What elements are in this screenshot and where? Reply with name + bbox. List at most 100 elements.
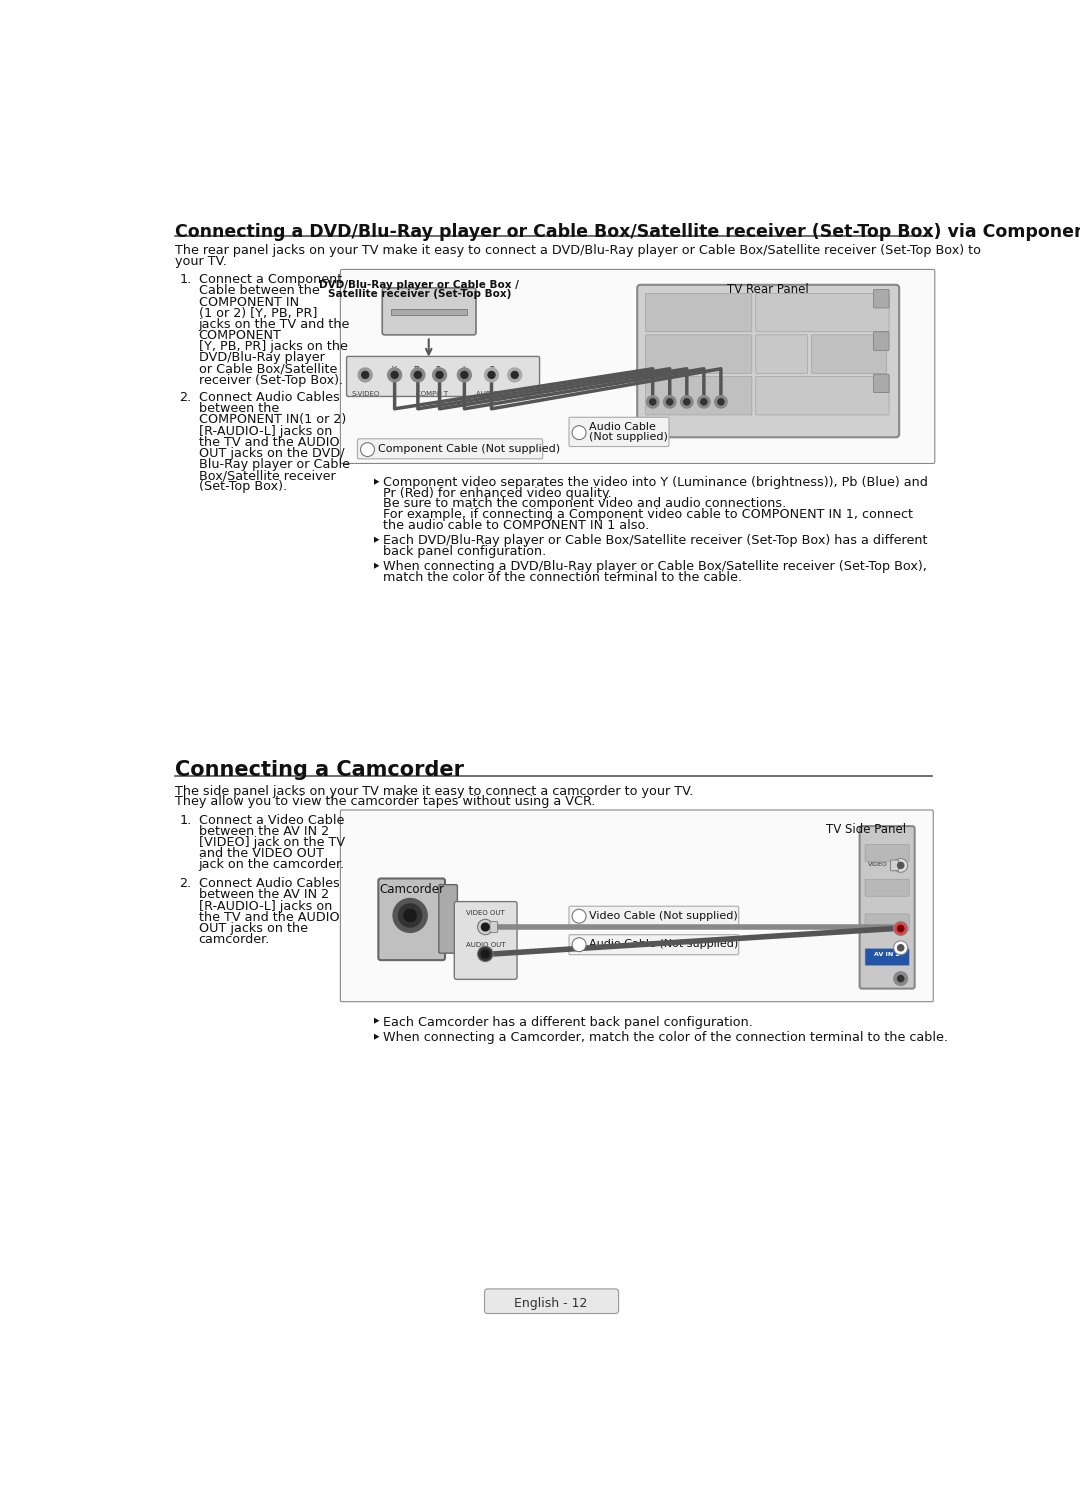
FancyBboxPatch shape	[340, 269, 935, 463]
Circle shape	[897, 926, 904, 931]
Text: TV Rear Panel: TV Rear Panel	[727, 283, 809, 296]
Circle shape	[666, 399, 673, 405]
Circle shape	[647, 396, 659, 408]
FancyBboxPatch shape	[382, 287, 476, 335]
Text: Pr (Red) for enhanced video quality.: Pr (Red) for enhanced video quality.	[383, 487, 611, 500]
Text: Each Camcorder has a different back panel configuration.: Each Camcorder has a different back pane…	[383, 1015, 753, 1028]
FancyBboxPatch shape	[357, 439, 542, 458]
Text: AUDIO OUT: AUDIO OUT	[475, 391, 515, 397]
Circle shape	[511, 372, 518, 378]
Circle shape	[404, 909, 416, 921]
Text: 2: 2	[576, 940, 582, 951]
Circle shape	[415, 372, 421, 378]
Text: Blu-Ray player or Cable: Blu-Ray player or Cable	[199, 458, 350, 472]
Text: R: R	[489, 366, 495, 375]
Circle shape	[391, 372, 399, 378]
Circle shape	[572, 937, 586, 952]
Text: TV Side Panel: TV Side Panel	[826, 823, 906, 836]
Text: 1.: 1.	[179, 274, 191, 286]
Text: The side panel jacks on your TV make it easy to connect a camcorder to your TV.: The side panel jacks on your TV make it …	[175, 784, 693, 798]
Text: (1 or 2) [Y, PB, PR]: (1 or 2) [Y, PB, PR]	[199, 307, 316, 320]
Circle shape	[508, 368, 522, 382]
FancyBboxPatch shape	[756, 376, 889, 415]
Text: DVD/Blu-Ray player or Cable Box /: DVD/Blu-Ray player or Cable Box /	[320, 280, 519, 290]
Text: [VIDEO] jack on the TV: [VIDEO] jack on the TV	[199, 836, 345, 850]
Text: Connect Audio Cables: Connect Audio Cables	[199, 878, 339, 890]
Text: They allow you to view the camcorder tapes without using a VCR.: They allow you to view the camcorder tap…	[175, 795, 596, 808]
Text: Camcorder: Camcorder	[379, 882, 444, 896]
Text: [R-AUDIO-L] jacks on: [R-AUDIO-L] jacks on	[199, 424, 332, 437]
Text: 1: 1	[364, 446, 370, 455]
Text: ‣: ‣	[373, 1031, 381, 1045]
Text: Audio Cable (Not supplied): Audio Cable (Not supplied)	[590, 939, 739, 949]
Text: and the VIDEO OUT: and the VIDEO OUT	[199, 847, 324, 860]
Text: When connecting a Camcorder, match the color of the connection terminal to the c: When connecting a Camcorder, match the c…	[383, 1031, 948, 1045]
Circle shape	[488, 372, 495, 378]
FancyBboxPatch shape	[438, 885, 458, 954]
FancyBboxPatch shape	[865, 914, 909, 931]
FancyBboxPatch shape	[874, 290, 889, 308]
Text: [R-AUDIO-L] jacks on: [R-AUDIO-L] jacks on	[199, 900, 332, 912]
Circle shape	[361, 442, 375, 457]
Text: 1.: 1.	[179, 814, 191, 827]
Text: English - 12: English - 12	[514, 1298, 588, 1311]
FancyBboxPatch shape	[860, 826, 915, 988]
Text: Pb: Pb	[414, 366, 422, 375]
Text: Each DVD/Blu-Ray player or Cable Box/Satellite receiver (Set-Top Box) has a diff: Each DVD/Blu-Ray player or Cable Box/Sat…	[383, 534, 928, 548]
Text: OUT jacks on the: OUT jacks on the	[199, 923, 308, 934]
FancyBboxPatch shape	[756, 293, 889, 332]
Text: For example, if connecting a Component video cable to COMPONENT IN 1, connect: For example, if connecting a Component v…	[383, 507, 913, 521]
Text: 1: 1	[576, 912, 582, 923]
Text: or Cable Box/Satellite: or Cable Box/Satellite	[199, 363, 337, 375]
Text: between the AV IN 2: between the AV IN 2	[199, 888, 328, 902]
Text: ‣: ‣	[373, 561, 381, 574]
Circle shape	[482, 923, 489, 931]
Circle shape	[894, 940, 907, 955]
Text: Component Cable (Not supplied): Component Cable (Not supplied)	[378, 445, 559, 454]
Text: Connect a Video Cable: Connect a Video Cable	[199, 814, 343, 827]
Circle shape	[718, 399, 724, 405]
Text: ‣: ‣	[373, 534, 381, 548]
Circle shape	[362, 372, 368, 378]
Circle shape	[894, 859, 907, 872]
Text: Connecting a DVD/Blu-Ray player or Cable Box/Satellite receiver (Set-Top Box) vi: Connecting a DVD/Blu-Ray player or Cable…	[175, 223, 1080, 241]
Text: AV IN 2: AV IN 2	[874, 952, 900, 957]
Bar	[391, 308, 468, 315]
FancyBboxPatch shape	[865, 845, 909, 862]
Text: L: L	[462, 366, 467, 375]
Text: jacks on the TV and the: jacks on the TV and the	[199, 318, 350, 330]
Circle shape	[477, 946, 494, 961]
Text: ‣: ‣	[373, 1015, 381, 1030]
Text: the TV and the AUDIO: the TV and the AUDIO	[199, 436, 339, 449]
Text: OUT jacks on the DVD/: OUT jacks on the DVD/	[199, 446, 345, 460]
FancyBboxPatch shape	[874, 332, 889, 350]
Text: VIDEO: VIDEO	[868, 862, 888, 866]
Text: Component video separates the video into Y (Luminance (brightness)), Pb (Blue) a: Component video separates the video into…	[383, 476, 928, 488]
Circle shape	[572, 426, 586, 439]
Text: VIDEO OUT: VIDEO OUT	[465, 911, 504, 917]
FancyBboxPatch shape	[569, 934, 739, 955]
Text: ‣: ‣	[373, 476, 381, 490]
Text: 2.: 2.	[179, 391, 191, 405]
Circle shape	[388, 368, 402, 382]
FancyBboxPatch shape	[378, 878, 445, 960]
Circle shape	[436, 372, 443, 378]
Text: (Not supplied): (Not supplied)	[590, 432, 669, 442]
Circle shape	[897, 945, 904, 951]
Text: Audio Cable: Audio Cable	[590, 423, 656, 432]
Text: Connect a Component: Connect a Component	[199, 274, 341, 286]
Text: S-VIDEO: S-VIDEO	[351, 391, 379, 397]
Text: between the AV IN 2: between the AV IN 2	[199, 824, 328, 838]
Text: back panel configuration.: back panel configuration.	[383, 545, 546, 558]
Text: COMPO T: COMPO T	[416, 391, 448, 397]
Circle shape	[663, 396, 676, 408]
Text: Be sure to match the component video and audio connections.: Be sure to match the component video and…	[383, 497, 786, 510]
Text: (Set-Top Box).: (Set-Top Box).	[199, 481, 286, 494]
Text: 2.: 2.	[179, 878, 191, 890]
Circle shape	[572, 909, 586, 923]
Circle shape	[715, 396, 727, 408]
FancyBboxPatch shape	[340, 809, 933, 1001]
Text: your TV.: your TV.	[175, 254, 227, 268]
Text: jack on the camcorder.: jack on the camcorder.	[199, 859, 345, 872]
FancyBboxPatch shape	[756, 335, 808, 373]
